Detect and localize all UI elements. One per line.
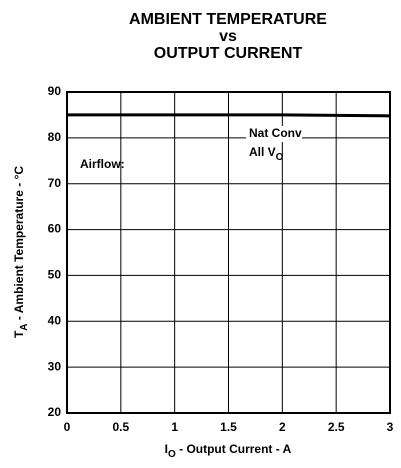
y-axis-label-part: - Ambient Temperature - °C xyxy=(12,166,26,324)
x-axis-label-part: - Output Current - A xyxy=(176,442,292,456)
annotation: Nat Conv xyxy=(249,126,302,140)
plot-frame xyxy=(66,91,391,414)
annotation-part: Nat Conv xyxy=(249,126,302,140)
x-tick-label: 2 xyxy=(279,420,286,434)
data-line xyxy=(67,113,391,118)
y-tick-label: 30 xyxy=(48,359,62,373)
y-tick-label: 20 xyxy=(48,405,62,419)
x-tick-label: 2.5 xyxy=(328,420,345,434)
y-tick-label: 70 xyxy=(48,176,62,190)
y-axis-label: TA - Ambient Temperature - °C xyxy=(12,166,29,338)
x-tick-label: 0 xyxy=(64,420,71,434)
x-tick-label: 1 xyxy=(171,420,178,434)
y-tick-label: 40 xyxy=(48,313,62,327)
annotation: All VO xyxy=(249,145,284,162)
y-tick-label: 50 xyxy=(48,268,62,282)
annotation: Airflow: xyxy=(80,157,125,171)
chart-title: OUTPUT CURRENT xyxy=(154,45,303,62)
x-tick-label: 3 xyxy=(387,420,394,434)
chart-title: AMBIENT TEMPERATURE xyxy=(129,11,327,28)
y-tick-label: 90 xyxy=(48,84,62,98)
x-tick-label: 0.5 xyxy=(112,420,129,434)
y-axis-label-part: T xyxy=(12,330,26,338)
chart-title: vs xyxy=(219,28,237,45)
x-axis-label-part: I xyxy=(165,442,168,456)
y-tick-label: 60 xyxy=(48,222,62,236)
x-axis-label-sub: O xyxy=(168,449,176,460)
x-tick-label: 1.5 xyxy=(220,420,237,434)
annotation-part: All V xyxy=(249,145,276,159)
annotation-sub: O xyxy=(276,152,284,163)
y-tick-label: 80 xyxy=(48,130,62,144)
x-axis-label: IO - Output Current - A xyxy=(165,442,292,459)
annotation-bg xyxy=(246,126,302,142)
annotation-part: Airflow: xyxy=(80,157,125,171)
y-axis-label-sub: A xyxy=(19,323,30,330)
